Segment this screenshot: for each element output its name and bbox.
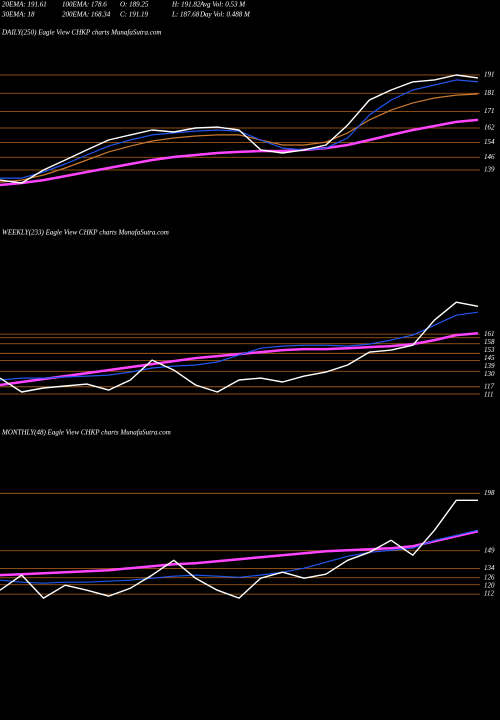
- price-line: [0, 311, 479, 381]
- y-tick-label: 145: [484, 354, 495, 362]
- panel-title: WEEKLY(233) Eagle View CHKP charts Munaf…: [2, 229, 169, 237]
- price-line: [0, 529, 479, 584]
- y-tick-label: 112: [484, 590, 494, 598]
- header-stat: 200EMA: 168.34: [62, 11, 111, 19]
- header-stat: C: 191.19: [120, 11, 149, 19]
- price-line: [0, 118, 479, 187]
- price-line: [0, 93, 479, 183]
- y-tick-label: 153: [484, 346, 495, 354]
- y-tick-label: 191: [484, 71, 495, 79]
- header-stat: Day Vol: 0.488 M: [199, 11, 251, 19]
- header-stat: Avg Vol: 0.53 M: [199, 1, 246, 9]
- y-tick-label: 181: [484, 89, 495, 97]
- header-stat: 30EMA: 18: [1, 11, 35, 19]
- price-line: [0, 74, 479, 184]
- y-tick-label: 126: [484, 573, 495, 581]
- header-stat: 20EMA: 191.61: [2, 1, 47, 9]
- header-stat: H: 191.82: [171, 1, 201, 9]
- y-tick-label: 120: [484, 581, 495, 589]
- y-tick-label: 158: [484, 338, 495, 346]
- y-tick-label: 134: [484, 564, 495, 572]
- price-line: [0, 530, 479, 577]
- y-tick-label: 139: [484, 362, 495, 370]
- y-tick-label: 198: [484, 489, 495, 497]
- y-tick-label: 171: [484, 107, 495, 115]
- y-tick-label: 162: [484, 124, 495, 132]
- price-line: [0, 332, 479, 387]
- header-stat: O: 189.25: [120, 1, 149, 9]
- y-tick-label: 146: [484, 153, 495, 161]
- price-line: [0, 301, 479, 393]
- header-stat: L: 187.68: [171, 11, 200, 19]
- y-tick-label: 111: [484, 390, 493, 398]
- y-tick-label: 149: [484, 546, 495, 554]
- y-tick-label: 117: [484, 382, 494, 390]
- price-line: [0, 79, 479, 179]
- y-tick-label: 139: [484, 166, 495, 174]
- header-stat: 100EMA: 178.6: [62, 1, 107, 9]
- panel-title: DAILY(250) Eagle View CHKP charts Munafa…: [1, 29, 161, 37]
- y-tick-label: 154: [484, 138, 495, 146]
- y-tick-label: 161: [484, 330, 495, 338]
- y-tick-label: 130: [484, 370, 495, 378]
- price-line: [0, 499, 478, 599]
- panel-title: MONTHLY(48) Eagle View CHKP charts Munaf…: [1, 429, 171, 437]
